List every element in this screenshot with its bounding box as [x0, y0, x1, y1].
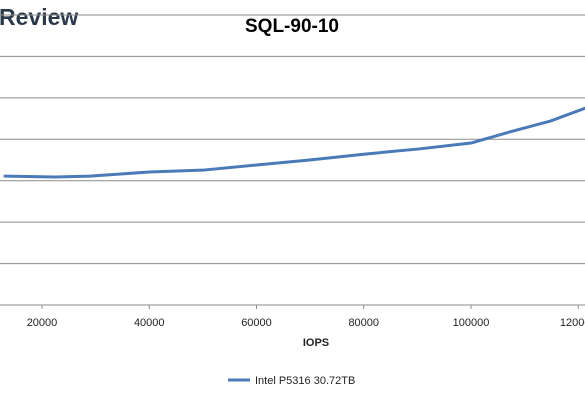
legend-label: Intel P5316 30.72TB	[255, 375, 355, 387]
x-tick-label: 80000	[348, 317, 379, 329]
x-tick-label: 20000	[27, 317, 58, 329]
x-tick-label: 100000	[453, 317, 490, 329]
logo: Review	[0, 4, 78, 30]
x-tick-label: 60000	[241, 317, 272, 329]
x-tick-label: 40000	[134, 317, 165, 329]
x-axis-label: IOPS	[303, 337, 329, 349]
x-tick-label: 120000	[560, 317, 585, 329]
series-line	[3, 106, 585, 179]
chart-title: SQL-90-10	[245, 16, 339, 37]
